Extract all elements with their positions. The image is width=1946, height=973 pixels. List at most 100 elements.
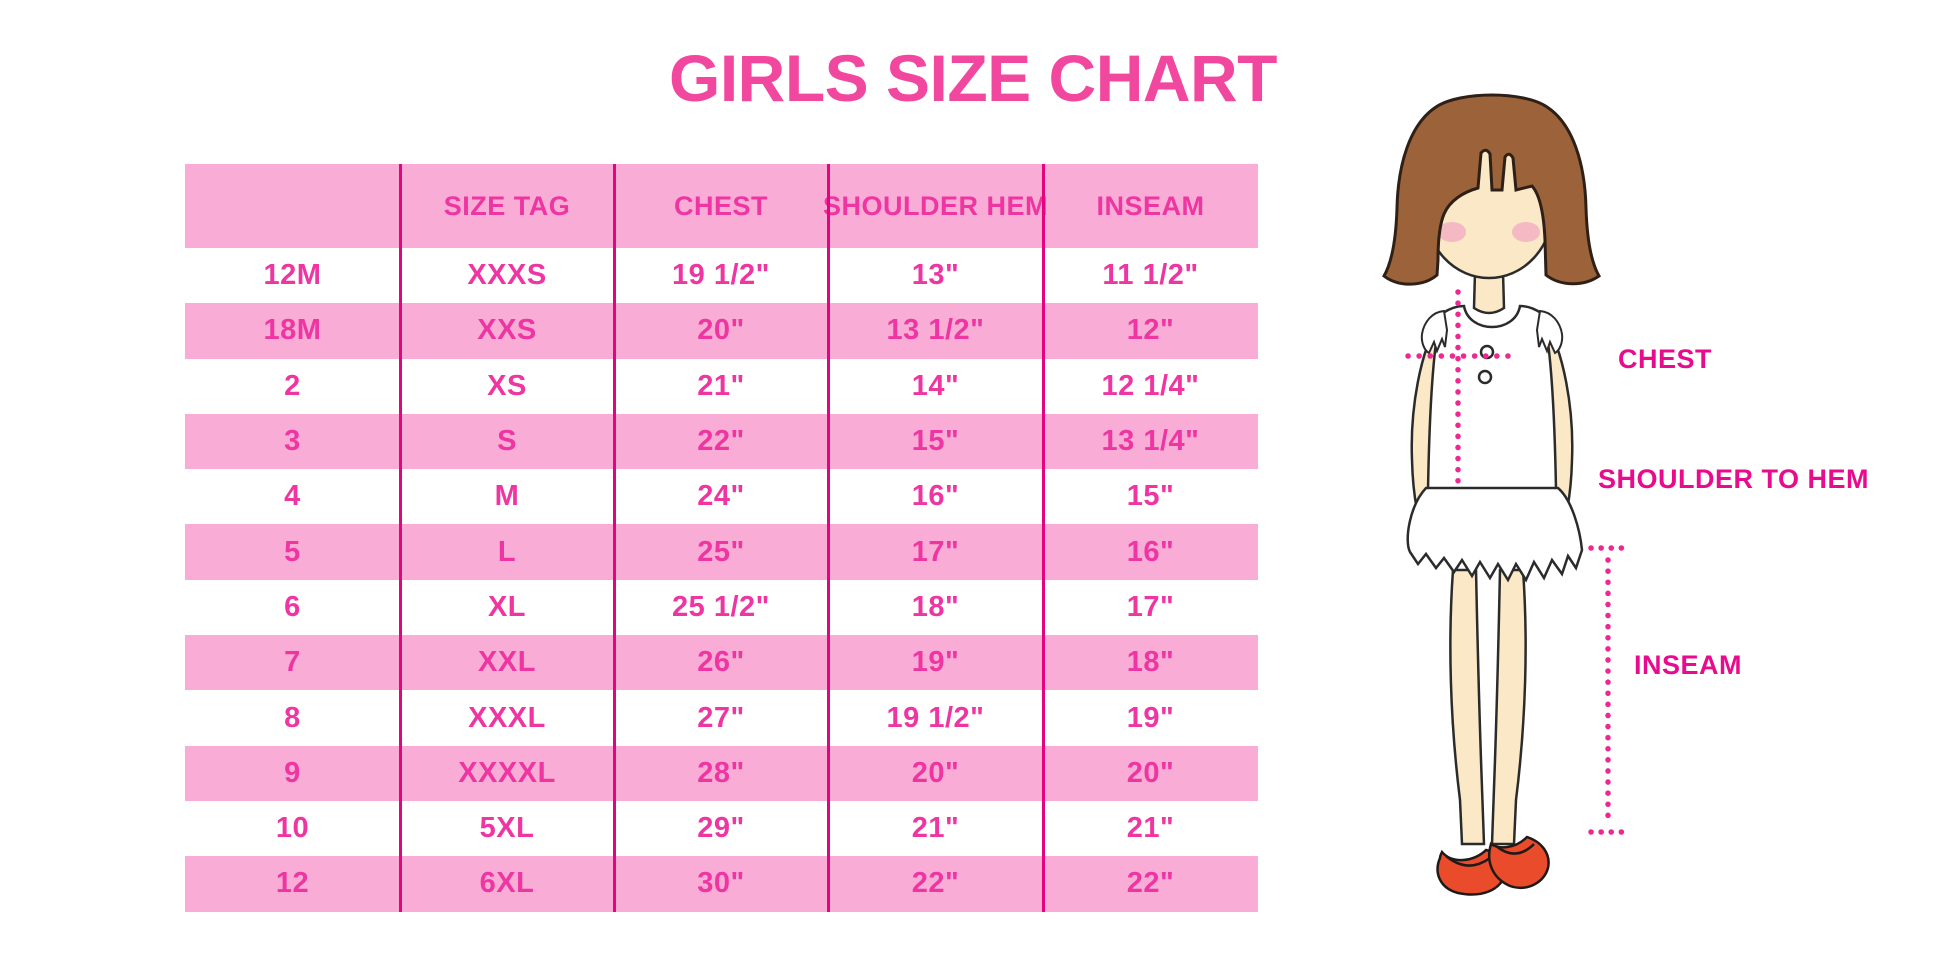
table-cell: 19" [1126,701,1175,734]
table-cell: 30" [697,867,745,900]
table-cell: 22" [1126,867,1175,900]
table-cell: 7 [284,646,301,679]
size-chart-table: SIZE TAG CHEST SHOULDER HEM INSEAM 12M XX… [185,164,1258,912]
girl-skirt [1406,486,1584,583]
table-cell: 16" [911,480,960,513]
right-cheek-blush [1512,222,1540,242]
table-cell: S [497,425,517,458]
table-cell: 12 1/4" [1101,369,1200,402]
table-cell: 20" [1126,756,1175,789]
header-cell-blank [185,164,400,248]
inseam-label: INSEAM [1634,650,1743,680]
table-row: 9 XXXXL 28" 20" 20" [185,745,1258,801]
table-cell: 24" [697,480,745,513]
table-cell: 18M [263,314,322,347]
left-shoe-strap [1445,855,1491,867]
table-cell: 12M [263,259,322,292]
table-cell: 29" [697,812,745,845]
table-row: 10 5XL 29" 21" 21" [185,801,1258,856]
right-shoulder-ruffle [1535,309,1564,355]
table-cell: 10 [275,812,310,845]
table-cell: 9 [284,756,301,789]
table-cell: 18" [1126,646,1175,679]
table-cell: 12" [1126,314,1175,347]
table-cell: 28" [697,756,745,789]
table-cell: 25" [697,535,745,568]
table-cell: 6XL [479,867,535,900]
table-cell: 18" [911,590,960,623]
chest-label: CHEST [1618,344,1713,374]
table-cell: 13" [911,259,960,292]
girl-hair [1382,93,1601,286]
table-cell: 26" [697,646,745,679]
page-title: GIRLS SIZE CHART [668,41,1278,115]
table-cell: 14" [911,369,960,402]
table-cell: 4 [284,480,301,513]
table-cell: 19" [911,646,960,679]
column-divider [398,164,402,912]
table-cell: 17" [911,535,960,568]
bottom-button [1477,369,1493,385]
header-cell-chest: CHEST [673,190,768,221]
table-row: 12M XXXS 19 1/2" 13" 11 1/2" [185,248,1258,303]
table-cell: 2 [284,369,301,402]
table-cell: 6 [284,590,301,623]
table-row: 6 XL 25 1/2" 18" 17" [185,580,1258,635]
shoulder-to-hem-label: SHOULDER TO HEM [1598,464,1870,494]
table-row: 7 XXL 26" 19" 18" [185,635,1258,691]
table-cell: 13 1/2" [886,314,985,347]
girl-right-leg [1490,568,1527,846]
table-cell: L [497,535,517,568]
table-cell: 5 [284,535,301,568]
table-cell: 8 [284,701,301,734]
table-cell: 27" [697,701,745,734]
header-cell-size-tag: SIZE TAG [443,190,571,221]
table-cell: 12 [275,867,310,900]
table-cell: 11 1/2" [1102,259,1199,292]
table-row: 3 S 22" 15" 13 1/4" [185,413,1258,470]
table-row: 2 XS 21" 14" 12 1/4" [185,359,1258,414]
table-cell: XXL [478,646,536,679]
table-cell: 17" [1126,590,1175,623]
table-cell: 20" [697,314,745,347]
table-row: 5 L 25" 17" 16" [185,524,1258,580]
header-cell-shoulder-hem: SHOULDER HEM [823,190,1049,221]
column-divider [826,164,830,912]
girl-left-leg [1449,568,1486,846]
table-cell: XL [487,590,527,623]
table-row: 18M XXS 20" 13 1/2" 12" [185,303,1258,359]
table-cell: XS [487,369,527,402]
table-cell: 15" [1126,480,1175,513]
table-cell: 19 1/2" [672,259,770,292]
table-cell: 15" [911,425,960,458]
girl-figure [1382,93,1627,896]
table-cell: 25 1/2" [672,590,770,623]
table-cell: 21" [1126,812,1175,845]
left-shoulder-ruffle [1420,309,1449,355]
table-cell: 19 1/2" [886,701,985,734]
right-shoe [1488,835,1550,889]
table-row: 8 XXXL 27" 19 1/2" 19" [185,690,1258,745]
table-cell: 20" [911,756,960,789]
table-row: 12 6XL 30" 22" 22" [185,856,1258,912]
column-divider [612,164,616,912]
table-cell: 13 1/4" [1101,425,1200,458]
table-cell: 22" [911,867,960,900]
header-cell-inseam: INSEAM [1096,190,1205,221]
right-shoe-strap [1495,843,1535,855]
table-cell: XXXS [467,259,547,292]
table-cell: 16" [1126,535,1175,568]
left-cheek-blush [1438,222,1466,242]
table-cell: 5XL [479,812,535,845]
table-cell: 21" [697,369,745,402]
table-header-row: SIZE TAG CHEST SHOULDER HEM INSEAM [185,164,1258,248]
column-divider [1041,164,1045,912]
table-cell: 3 [284,425,301,458]
table-cell: 21" [911,812,960,845]
table-body: 12M XXXS 19 1/2" 13" 11 1/2" 18M XXS 20" 13 1/2"… [185,248,1258,912]
table-cell: M [494,480,520,513]
table-cell: 22" [697,425,745,458]
table-row: 4 M 24" 16" 15" [185,469,1258,524]
girl-neck [1472,270,1506,315]
table-cell: XXXL [468,701,546,734]
